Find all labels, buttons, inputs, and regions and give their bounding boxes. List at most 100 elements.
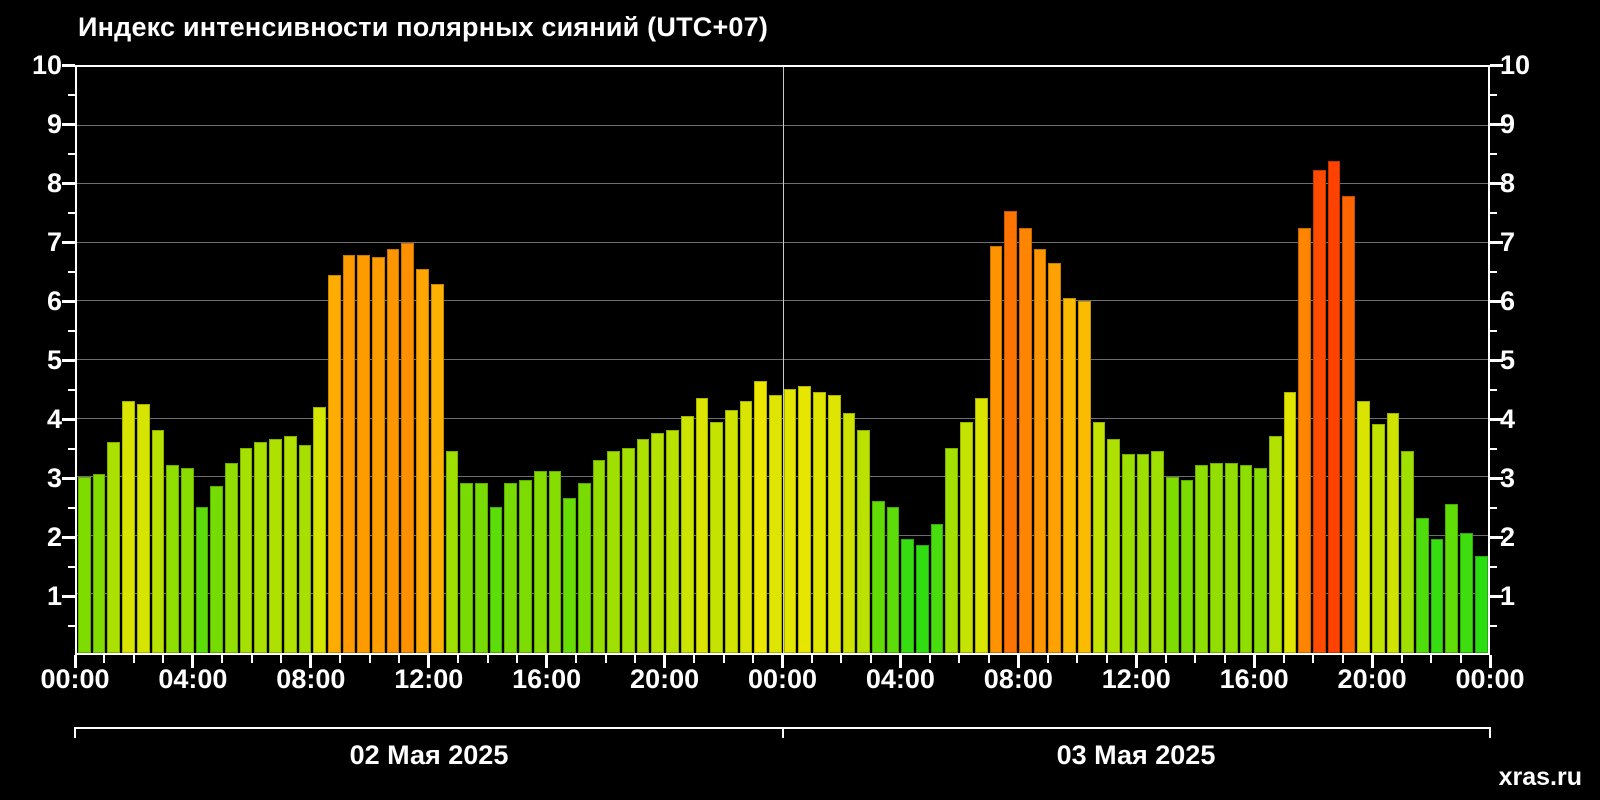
bar	[886, 506, 900, 653]
y-axis-label: 3	[1500, 463, 1516, 493]
x-axis-label: 04:00	[158, 664, 228, 694]
bar	[1401, 450, 1414, 653]
watermark-xras: xras.ru	[1498, 763, 1582, 791]
y-axis-tick	[1490, 535, 1503, 539]
x-axis-tick	[398, 655, 401, 663]
bar	[151, 430, 165, 653]
x-axis-tick	[634, 655, 637, 663]
bar	[180, 468, 194, 653]
bar	[1166, 477, 1179, 653]
y-axis-tick	[68, 93, 75, 96]
y-axis-tick	[1490, 63, 1503, 67]
bar	[269, 439, 282, 653]
y-axis-tick	[62, 535, 75, 539]
bar	[1004, 210, 1017, 653]
y-axis-tick	[1490, 447, 1497, 450]
bar	[1415, 518, 1429, 653]
y-axis-tick	[68, 565, 75, 568]
y-axis-tick	[68, 624, 75, 627]
bar	[1386, 412, 1400, 653]
bar	[1357, 401, 1370, 653]
x-axis-label: 04:00	[865, 664, 935, 694]
y-axis-tick	[1490, 565, 1497, 568]
x-axis-tick	[516, 655, 519, 663]
bar	[298, 444, 312, 653]
y-axis-tick	[62, 358, 75, 362]
x-axis-tick	[1223, 655, 1226, 663]
bar	[813, 392, 826, 653]
x-axis-tick	[250, 655, 253, 663]
bar	[680, 415, 694, 653]
y-axis-label: 5	[1500, 345, 1516, 375]
y-axis-tick	[62, 240, 75, 244]
bar	[636, 439, 650, 653]
bar	[1224, 462, 1238, 653]
bar	[313, 406, 326, 653]
y-axis-label: 5	[46, 345, 62, 375]
x-axis-tick	[1488, 655, 1492, 668]
bars-container	[77, 67, 1488, 653]
y-axis-tick	[1490, 240, 1503, 244]
bar	[460, 483, 473, 653]
x-axis-tick	[1400, 655, 1403, 663]
x-axis-label: 00:00	[1455, 664, 1525, 694]
date-label-day1: 02 Мая 2025	[349, 740, 509, 770]
y-axis-tick	[62, 122, 75, 126]
bar	[1254, 468, 1267, 653]
y-axis-tick	[68, 506, 75, 509]
bar	[1239, 465, 1253, 653]
x-axis-tick	[958, 655, 961, 663]
x-axis-tick	[457, 655, 460, 663]
date-axis-tick	[1489, 727, 1491, 738]
bar	[1474, 556, 1488, 653]
y-axis-tick	[1490, 594, 1503, 598]
bar	[901, 538, 915, 653]
x-axis-tick	[427, 655, 431, 668]
y-axis-label: 2	[46, 522, 62, 552]
y-axis-tick	[62, 63, 75, 67]
x-axis-tick	[575, 655, 578, 663]
plot-area	[75, 65, 1490, 655]
bar	[92, 474, 106, 653]
x-axis-tick	[1016, 655, 1020, 668]
y-axis-tick	[1490, 211, 1497, 214]
y-axis-label: 7	[46, 227, 62, 257]
y-axis-label: 10	[1500, 50, 1531, 80]
y-axis-tick	[1490, 299, 1503, 303]
y-axis-tick	[1490, 93, 1497, 96]
x-axis-tick	[1076, 655, 1079, 663]
bar	[372, 257, 385, 653]
x-axis-tick	[103, 655, 106, 663]
x-axis-tick	[898, 655, 902, 668]
bar	[710, 421, 723, 653]
x-axis-tick	[1430, 655, 1433, 663]
bar	[989, 245, 1003, 653]
bar	[357, 254, 371, 653]
bar	[798, 386, 812, 653]
bar	[592, 459, 606, 653]
x-axis-tick	[309, 655, 313, 668]
bar	[1268, 436, 1282, 653]
bar	[342, 254, 356, 653]
bar	[122, 401, 135, 653]
x-axis-tick	[162, 655, 165, 663]
bar	[871, 500, 885, 653]
bar	[563, 497, 576, 653]
x-axis-tick	[1194, 655, 1197, 663]
y-axis-label: 4	[46, 404, 62, 434]
y-axis-tick	[68, 270, 75, 273]
y-axis-label: 9	[46, 109, 62, 139]
y-axis-tick	[1490, 122, 1503, 126]
bar	[1460, 532, 1473, 653]
y-axis-tick	[1490, 624, 1497, 627]
bar	[1121, 453, 1135, 653]
x-axis-tick	[869, 655, 872, 663]
x-axis-tick	[73, 655, 77, 668]
x-axis-tick	[810, 655, 813, 663]
bar	[533, 471, 547, 653]
date-axis-tick	[74, 727, 76, 738]
bar	[1342, 195, 1356, 653]
x-axis-tick	[693, 655, 696, 663]
bar	[607, 450, 621, 653]
y-axis-tick	[68, 447, 75, 450]
